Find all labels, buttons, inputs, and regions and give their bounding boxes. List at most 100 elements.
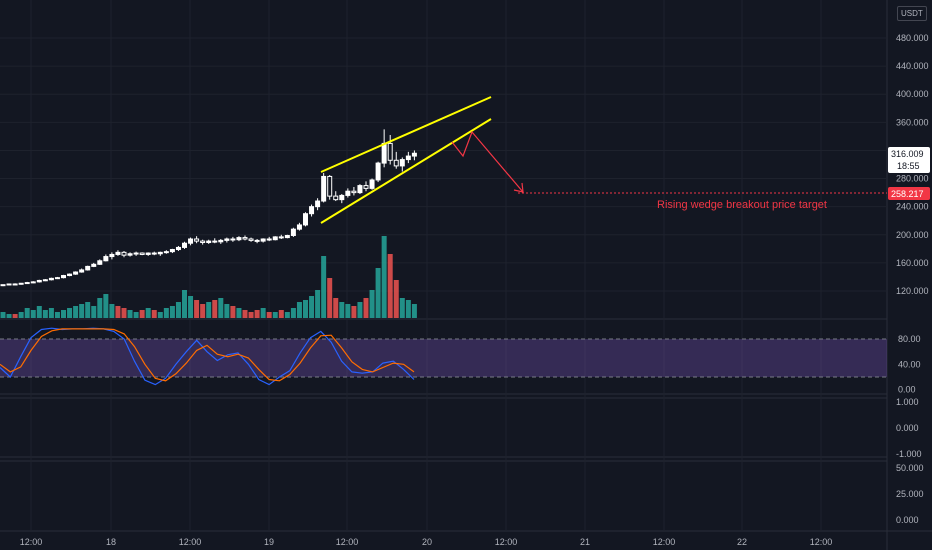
candle[interactable] <box>115 250 121 256</box>
candle[interactable] <box>194 236 200 244</box>
candle[interactable] <box>278 234 284 239</box>
candle[interactable] <box>345 188 351 198</box>
candle[interactable] <box>369 178 375 190</box>
oscillator-1-tick-label: 0.000 <box>896 423 919 433</box>
candlesticks[interactable] <box>0 129 417 287</box>
candle[interactable] <box>206 239 212 244</box>
candle[interactable] <box>260 238 266 243</box>
candle[interactable] <box>54 276 60 280</box>
candle[interactable] <box>296 222 302 231</box>
candle[interactable] <box>0 284 6 287</box>
candle[interactable] <box>97 259 103 265</box>
candle[interactable] <box>85 265 91 271</box>
candle[interactable] <box>6 283 12 286</box>
oscillator-2-axis[interactable]: 50.000 25.000 0.000 <box>896 463 924 525</box>
candle[interactable] <box>18 282 24 285</box>
candle[interactable] <box>363 181 369 192</box>
candle[interactable] <box>284 234 290 239</box>
candle-body <box>284 234 290 239</box>
candle[interactable] <box>327 175 333 200</box>
candle[interactable] <box>393 151 399 169</box>
candle[interactable] <box>309 204 315 217</box>
candle[interactable] <box>218 238 224 244</box>
candle-body <box>236 237 242 241</box>
candle[interactable] <box>24 281 30 285</box>
candle[interactable] <box>188 237 194 246</box>
candle-body <box>309 206 315 215</box>
candle[interactable] <box>127 252 133 257</box>
volume-bar <box>67 308 73 318</box>
candle[interactable] <box>151 251 157 256</box>
candle[interactable] <box>351 186 357 196</box>
candle[interactable] <box>375 161 381 183</box>
candle[interactable] <box>387 134 393 165</box>
candle[interactable] <box>163 250 169 254</box>
candle[interactable] <box>157 251 163 256</box>
candle[interactable] <box>399 157 405 172</box>
candle[interactable] <box>169 248 175 254</box>
oscillator-1-axis[interactable]: 1.000 0.000 -1.000 <box>896 397 922 459</box>
stochastic-tick-label: 0.00 <box>898 385 916 395</box>
candle[interactable] <box>121 250 127 258</box>
candle[interactable] <box>333 191 339 202</box>
wedge-lower-line[interactable] <box>320 118 492 224</box>
candle[interactable] <box>242 235 248 241</box>
candle[interactable] <box>61 274 66 279</box>
candle[interactable] <box>73 271 79 275</box>
candle-body <box>393 159 399 167</box>
candle[interactable] <box>103 254 109 262</box>
candle[interactable] <box>236 236 242 242</box>
candle[interactable] <box>266 236 272 242</box>
breakout-projection[interactable]: Rising wedge breakout price target <box>451 130 887 211</box>
candle[interactable] <box>12 283 18 286</box>
candle[interactable] <box>230 236 236 242</box>
candle[interactable] <box>405 151 411 164</box>
candle[interactable] <box>200 239 206 245</box>
candle[interactable] <box>212 238 218 244</box>
candle[interactable] <box>182 241 187 249</box>
currency-label[interactable]: USDT <box>897 6 927 21</box>
volume-bar <box>327 278 333 318</box>
rising-wedge-drawing[interactable] <box>320 96 492 224</box>
stochastic-axis[interactable]: 80.00 40.00 0.00 <box>898 334 921 395</box>
candle[interactable] <box>139 252 145 256</box>
price-tick-label: 240.000 <box>896 202 929 212</box>
candle[interactable] <box>254 238 260 244</box>
volume-bar <box>242 310 248 318</box>
candle[interactable] <box>411 150 417 161</box>
time-axis[interactable]: 12:00 18 12:00 19 12:00 20 12:00 21 12:00 22 12:00 <box>20 537 833 547</box>
candle[interactable] <box>79 268 85 273</box>
candle[interactable] <box>272 236 278 241</box>
candle[interactable] <box>224 237 230 243</box>
candle[interactable] <box>109 252 115 260</box>
target-annotation: Rising wedge breakout price target <box>657 199 827 211</box>
candle[interactable] <box>315 198 321 211</box>
candle[interactable] <box>248 237 254 242</box>
candle[interactable] <box>145 252 151 256</box>
candle[interactable] <box>30 281 36 284</box>
candle-body <box>79 269 85 273</box>
candle[interactable] <box>321 172 327 203</box>
candle[interactable] <box>133 251 139 256</box>
volume-bar <box>103 294 109 318</box>
candle[interactable] <box>48 277 54 281</box>
oscillator-2-tick-label: 50.000 <box>896 463 924 473</box>
projection-path[interactable] <box>451 130 524 193</box>
candle[interactable] <box>42 279 48 282</box>
candle[interactable] <box>357 184 363 195</box>
candle[interactable] <box>290 227 296 237</box>
candle[interactable] <box>91 262 97 268</box>
candle[interactable] <box>36 279 42 283</box>
candle[interactable] <box>67 273 73 277</box>
oscillator-1-tick-label: -1.000 <box>896 449 922 459</box>
candle-body <box>206 240 212 244</box>
candle[interactable] <box>175 246 181 251</box>
candle[interactable] <box>303 212 308 227</box>
volume-bar <box>188 296 194 318</box>
candle-body <box>85 265 91 271</box>
volume-bar <box>399 298 405 318</box>
candle[interactable] <box>339 194 345 204</box>
candle-body <box>260 238 266 242</box>
wedge-upper-line[interactable] <box>320 96 492 173</box>
